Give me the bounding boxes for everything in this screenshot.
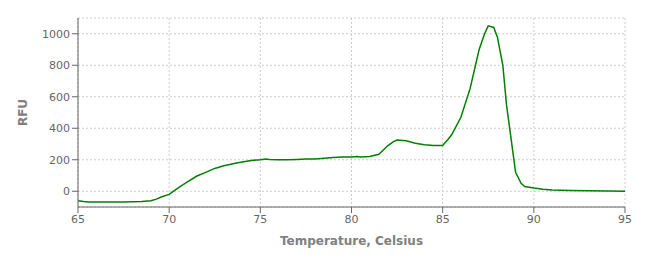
svg-text:85: 85 xyxy=(436,213,450,226)
svg-text:Temperature, Celsius: Temperature, Celsius xyxy=(280,234,423,248)
svg-text:75: 75 xyxy=(253,213,267,226)
svg-text:65: 65 xyxy=(71,213,85,226)
svg-text:600: 600 xyxy=(49,91,70,104)
svg-text:RFU: RFU xyxy=(16,99,30,126)
svg-text:90: 90 xyxy=(527,213,541,226)
svg-text:800: 800 xyxy=(49,59,70,72)
svg-text:200: 200 xyxy=(49,154,70,167)
svg-text:95: 95 xyxy=(618,213,632,226)
svg-text:1000: 1000 xyxy=(42,28,70,41)
svg-text:0: 0 xyxy=(63,185,70,198)
svg-text:400: 400 xyxy=(49,122,70,135)
svg-text:70: 70 xyxy=(162,213,176,226)
svg-text:80: 80 xyxy=(345,213,359,226)
